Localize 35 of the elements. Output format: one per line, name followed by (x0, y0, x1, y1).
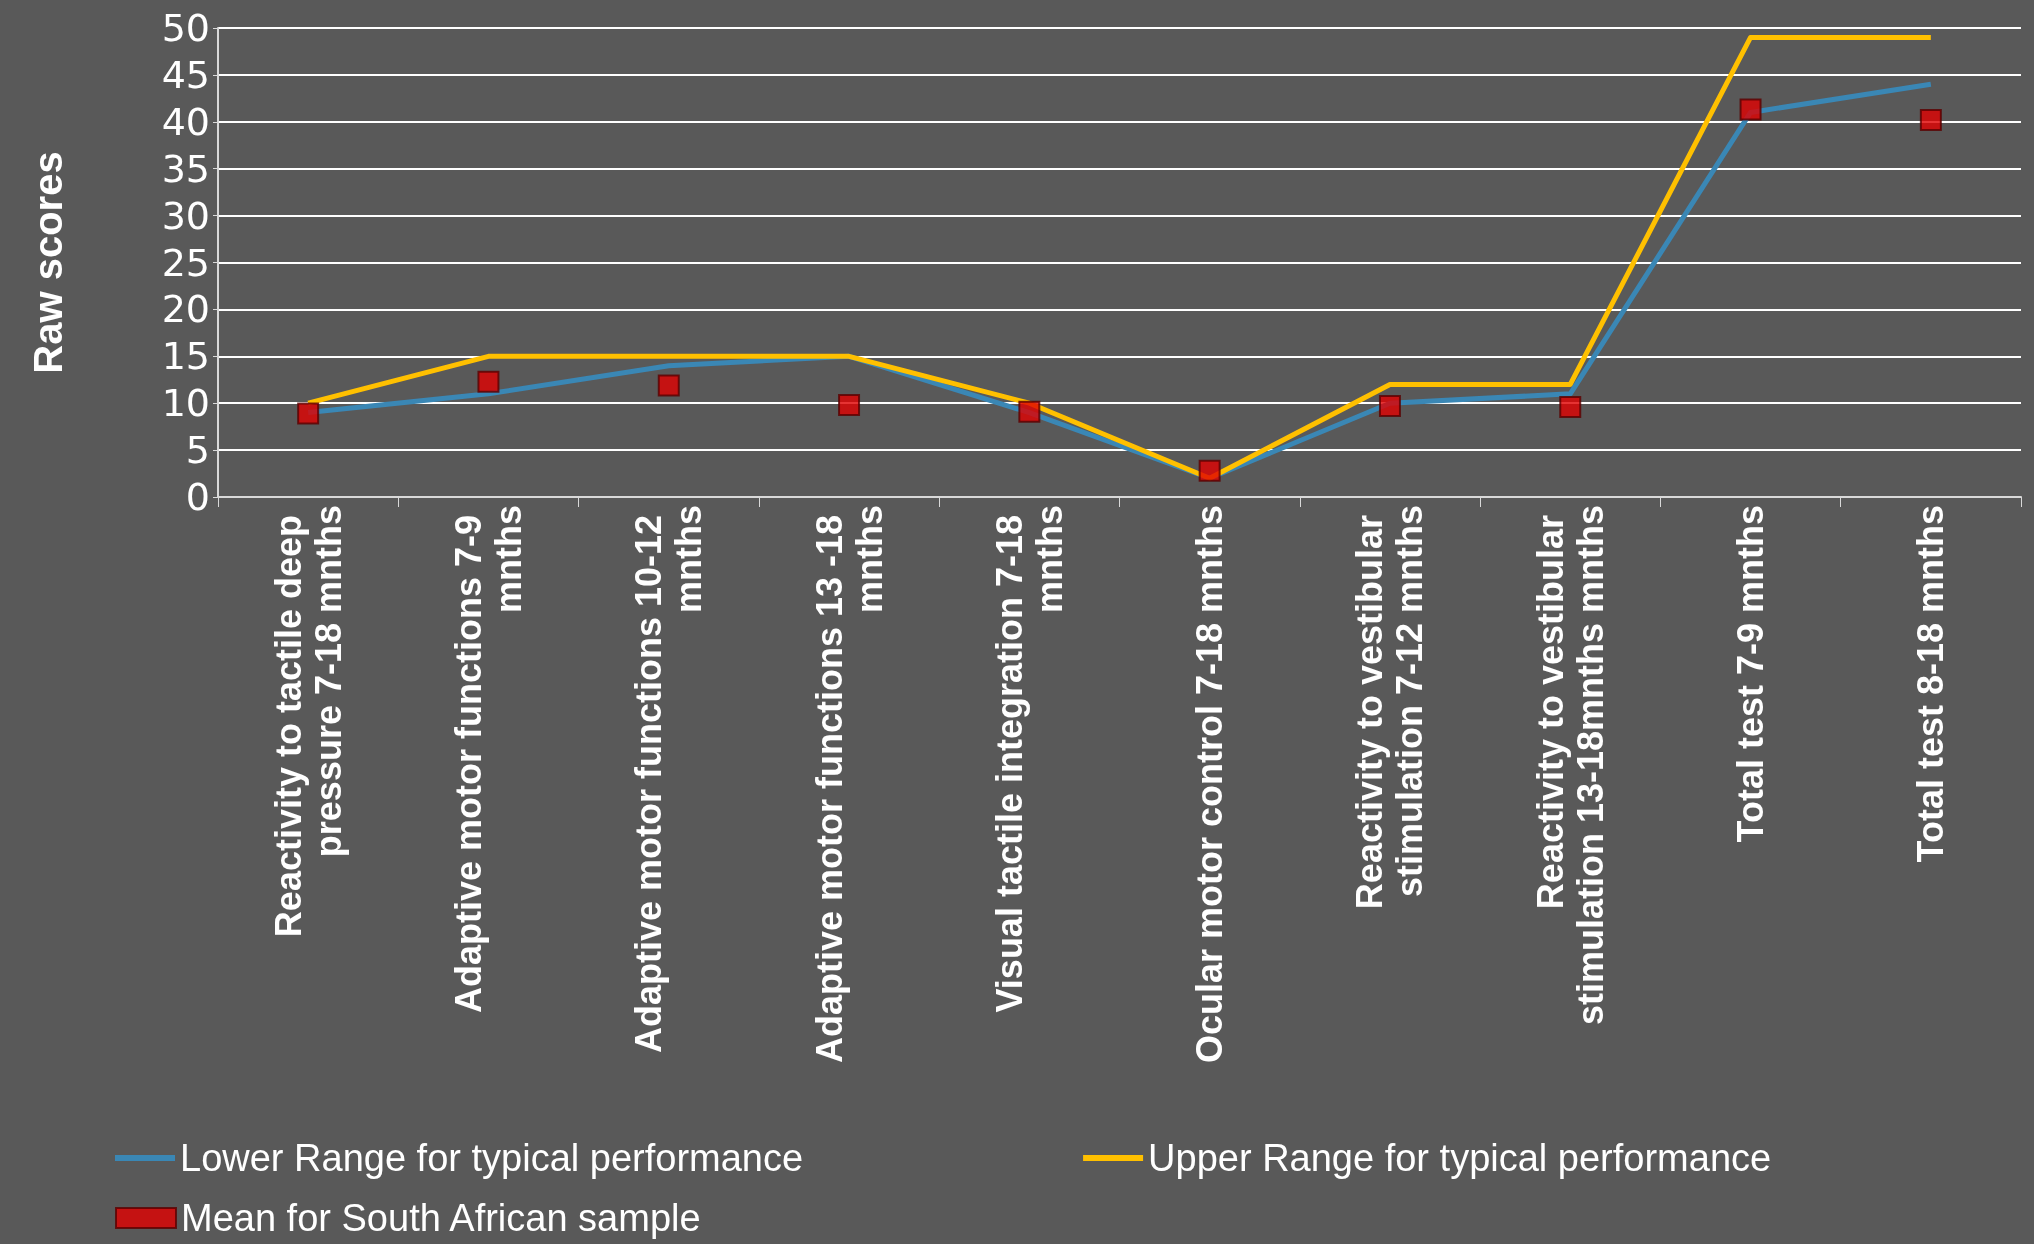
point (1739, 98, 1762, 121)
y-tick-label: 35 (161, 146, 210, 191)
y-tick-label: 5 (185, 428, 210, 473)
point (1198, 459, 1221, 482)
point (838, 394, 861, 417)
point (1378, 395, 1401, 418)
y-tick-label: 30 (161, 193, 210, 238)
y-tick-label: 15 (161, 334, 210, 379)
point (1018, 400, 1041, 423)
legend-label: Lower Range for typical performance (180, 1137, 804, 1179)
point (297, 402, 320, 425)
point (1559, 395, 1582, 418)
x-tick-label: Reactivity to tactile deep pressure 7-18 mnths (267, 505, 349, 938)
y-tick-label: 25 (161, 240, 210, 285)
y-tick-label: 40 (161, 99, 210, 144)
point (657, 374, 680, 397)
point (1919, 108, 1942, 131)
y-axis-title: Raw scores (26, 151, 70, 374)
x-tick-label: Adaptive motor functions 13 -18 mnths (808, 505, 890, 1064)
x-tick-label: Reactivity to vestibular stimulation 7-12 mnths (1349, 505, 1431, 910)
x-tick-label: Adaptive motor functions 7-9 mnths (447, 505, 529, 1014)
y-tick-label: 0 (185, 475, 210, 519)
x-tick-label: Total test 7-9 mnths (1730, 505, 1772, 843)
y-tick-label: 45 (161, 52, 210, 97)
point (477, 370, 500, 393)
x-tick-label: Adaptive motor functions 10-12 mnths (628, 505, 710, 1054)
y-tick-label: 20 (161, 287, 210, 332)
legend-label: Mean for South African sample (181, 1197, 701, 1239)
legend-label: Upper Range for typical performance (1148, 1137, 1772, 1179)
y-tick-label: 10 (161, 381, 210, 426)
x-tick-label: Total test 8-18 mnths (1910, 505, 1952, 863)
x-tick-label: Visual tactile integration 7-18 mnths (988, 505, 1070, 1013)
y-tick-label: 50 (161, 6, 210, 50)
x-tick-label: Reactivity to vestibular stimulation 13-18mnths mnths (1529, 505, 1611, 1026)
x-tick-label: Ocular motor control 7-18 mnths (1189, 505, 1231, 1064)
